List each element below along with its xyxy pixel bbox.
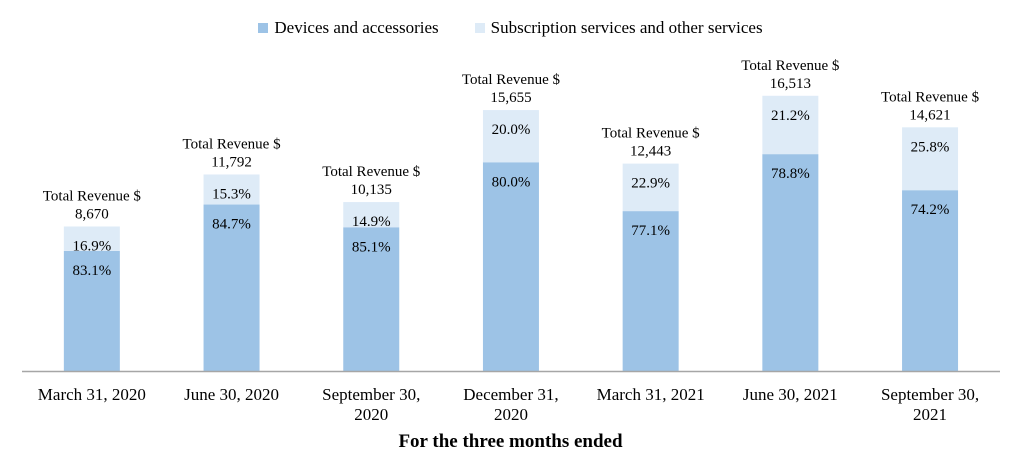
total-label-6: Total Revenue $ xyxy=(881,89,980,105)
bar-subscription-0 xyxy=(63,226,120,251)
total-label-5: Total Revenue $ xyxy=(741,58,840,74)
bar-devices-6 xyxy=(902,190,959,371)
x-tick-label-0: March 31, 2020 xyxy=(38,385,146,404)
data-label-devices-3: 80.0% xyxy=(492,174,531,190)
data-label-subscription-2: 14.9% xyxy=(352,214,391,230)
bar-devices-2 xyxy=(343,227,400,371)
total-label-1: Total Revenue $ xyxy=(183,136,282,152)
bar-devices-4 xyxy=(622,211,679,371)
bar-subscription-1 xyxy=(203,174,260,205)
total-label-0: Total Revenue $ xyxy=(43,189,142,205)
bar-devices-5 xyxy=(762,154,819,371)
x-axis-title: For the three months ended xyxy=(398,431,623,452)
data-label-subscription-5: 21.2% xyxy=(771,108,810,124)
stacked-bar-chart: 83.1% 16.9% Total Revenue $ 8,670 March 31, … xyxy=(22,58,1000,424)
x-tick-label-3-0: December 31, xyxy=(463,385,558,404)
data-label-devices-5: 78.8% xyxy=(771,166,810,182)
x-tick-label-2-1: 2020 xyxy=(354,405,388,424)
total-value-5: 16,513 xyxy=(770,76,811,92)
data-label-devices-2: 85.1% xyxy=(352,239,391,255)
data-label-devices-4: 77.1% xyxy=(631,223,670,239)
total-value-6: 14,621 xyxy=(909,107,950,123)
data-label-subscription-3: 20.0% xyxy=(492,122,531,138)
legend-swatch-devices xyxy=(258,23,269,33)
total-value-3: 15,655 xyxy=(490,90,531,106)
legend-swatch-subscription xyxy=(474,23,485,33)
total-value-2: 10,135 xyxy=(351,182,392,198)
total-value-0: 8,670 xyxy=(75,207,109,223)
data-label-devices-6: 74.2% xyxy=(911,202,950,218)
x-tick-label-5: June 30, 2021 xyxy=(743,385,838,404)
data-label-subscription-6: 25.8% xyxy=(911,139,950,155)
bar-subscription-4 xyxy=(622,163,679,212)
bar-devices-0 xyxy=(63,250,120,371)
x-tick-label-6-0: September 30, xyxy=(881,385,979,404)
x-tick-label-3-1: 2020 xyxy=(494,405,528,424)
data-label-subscription-1: 15.3% xyxy=(212,186,251,202)
legend-item-subscription: Subscription services and other services xyxy=(474,18,763,38)
x-tick-label-6-1: 2021 xyxy=(913,405,947,424)
total-label-3: Total Revenue $ xyxy=(462,72,561,88)
x-tick-label-1: June 30, 2020 xyxy=(184,385,279,404)
legend: Devices and accessories Subscription ser… xyxy=(0,18,1021,38)
total-label-4: Total Revenue $ xyxy=(602,126,701,142)
bar-subscription-6 xyxy=(902,127,959,191)
data-label-subscription-4: 22.9% xyxy=(631,176,670,192)
total-value-1: 11,792 xyxy=(211,154,252,170)
data-label-devices-0: 83.1% xyxy=(72,263,111,279)
bar-devices-1 xyxy=(203,204,260,371)
legend-label-subscription: Subscription services and other services xyxy=(490,18,763,37)
data-label-devices-1: 84.7% xyxy=(212,217,251,233)
bar-subscription-5 xyxy=(762,95,819,155)
x-tick-label-4: March 31, 2021 xyxy=(597,385,705,404)
total-value-4: 12,443 xyxy=(630,144,671,160)
legend-label-devices: Devices and accessories xyxy=(274,18,439,37)
x-tick-label-2-0: September 30, xyxy=(322,385,420,404)
bar-devices-3 xyxy=(482,162,539,371)
bar-subscription-3 xyxy=(482,110,539,163)
data-label-subscription-0: 16.9% xyxy=(72,239,111,255)
bar-subscription-2 xyxy=(343,202,400,228)
legend-item-devices: Devices and accessories xyxy=(258,18,439,38)
total-label-2: Total Revenue $ xyxy=(322,164,421,180)
